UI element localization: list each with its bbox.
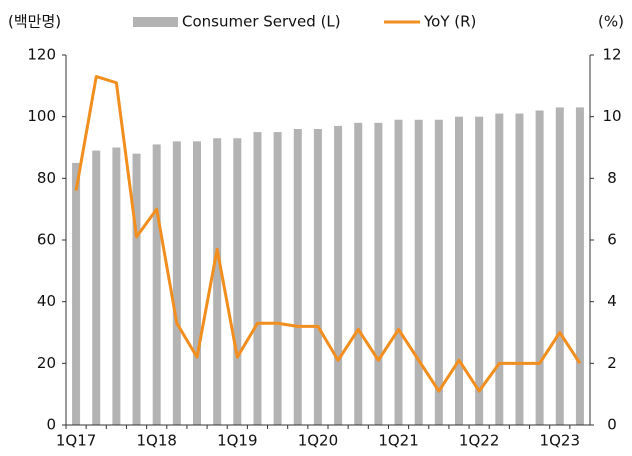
y2-tick-label: 0 bbox=[607, 416, 617, 434]
x-tick-label: 1Q19 bbox=[217, 432, 257, 450]
y2-tick-label: 2 bbox=[607, 354, 617, 372]
line bbox=[74, 75, 582, 393]
bar bbox=[253, 132, 262, 426]
y2-tick-label: 6 bbox=[607, 231, 617, 249]
bar bbox=[273, 132, 282, 426]
bar bbox=[233, 138, 242, 425]
bar bbox=[394, 119, 403, 425]
x-tick-label: 1Q22 bbox=[459, 432, 499, 450]
bar bbox=[112, 147, 121, 425]
x-tick-label: 1Q21 bbox=[378, 432, 418, 450]
x-tick-label: 1Q17 bbox=[56, 432, 96, 450]
bar bbox=[434, 119, 443, 425]
y2-tick-label: 8 bbox=[607, 169, 617, 187]
bar bbox=[515, 113, 524, 425]
bar bbox=[193, 141, 201, 426]
y-tick-label: 40 bbox=[37, 292, 56, 310]
bar bbox=[535, 110, 544, 425]
legend-label: YoY (R) bbox=[423, 13, 476, 31]
bar bbox=[213, 138, 222, 425]
bar bbox=[475, 116, 484, 426]
x-tick-label: 1Q18 bbox=[136, 432, 176, 450]
bar bbox=[455, 116, 463, 426]
bar bbox=[414, 119, 423, 425]
y2-axis-label: (%) bbox=[598, 13, 624, 31]
bar bbox=[354, 122, 363, 425]
y2-tick-label: 10 bbox=[602, 107, 621, 125]
x-tick-label: 1Q23 bbox=[540, 432, 580, 450]
bar bbox=[152, 144, 161, 425]
bar bbox=[132, 153, 141, 425]
y2-tick-label: 12 bbox=[602, 46, 621, 64]
y-tick-label: 120 bbox=[27, 46, 56, 64]
legend-label: Consumer Served (L) bbox=[182, 13, 341, 31]
legend-swatch bbox=[133, 17, 178, 27]
bar bbox=[92, 150, 101, 426]
bar bbox=[172, 141, 181, 426]
bar bbox=[374, 122, 383, 425]
bar bbox=[334, 125, 343, 426]
y2-tick-label: 4 bbox=[607, 292, 617, 310]
bar bbox=[313, 129, 322, 425]
bar bbox=[293, 129, 302, 425]
x-tick-label: 1Q20 bbox=[298, 432, 338, 450]
y-tick-label: 0 bbox=[46, 416, 56, 434]
y-tick-label: 60 bbox=[37, 231, 56, 249]
y-tick-label: 80 bbox=[37, 169, 56, 187]
bar bbox=[72, 162, 81, 425]
y-tick-label: 20 bbox=[37, 354, 56, 372]
bar bbox=[575, 107, 584, 426]
y-tick-label: 100 bbox=[27, 107, 56, 125]
y-axis-label: (백만명) bbox=[8, 13, 61, 31]
bar bbox=[495, 113, 504, 425]
bar bbox=[555, 107, 564, 426]
